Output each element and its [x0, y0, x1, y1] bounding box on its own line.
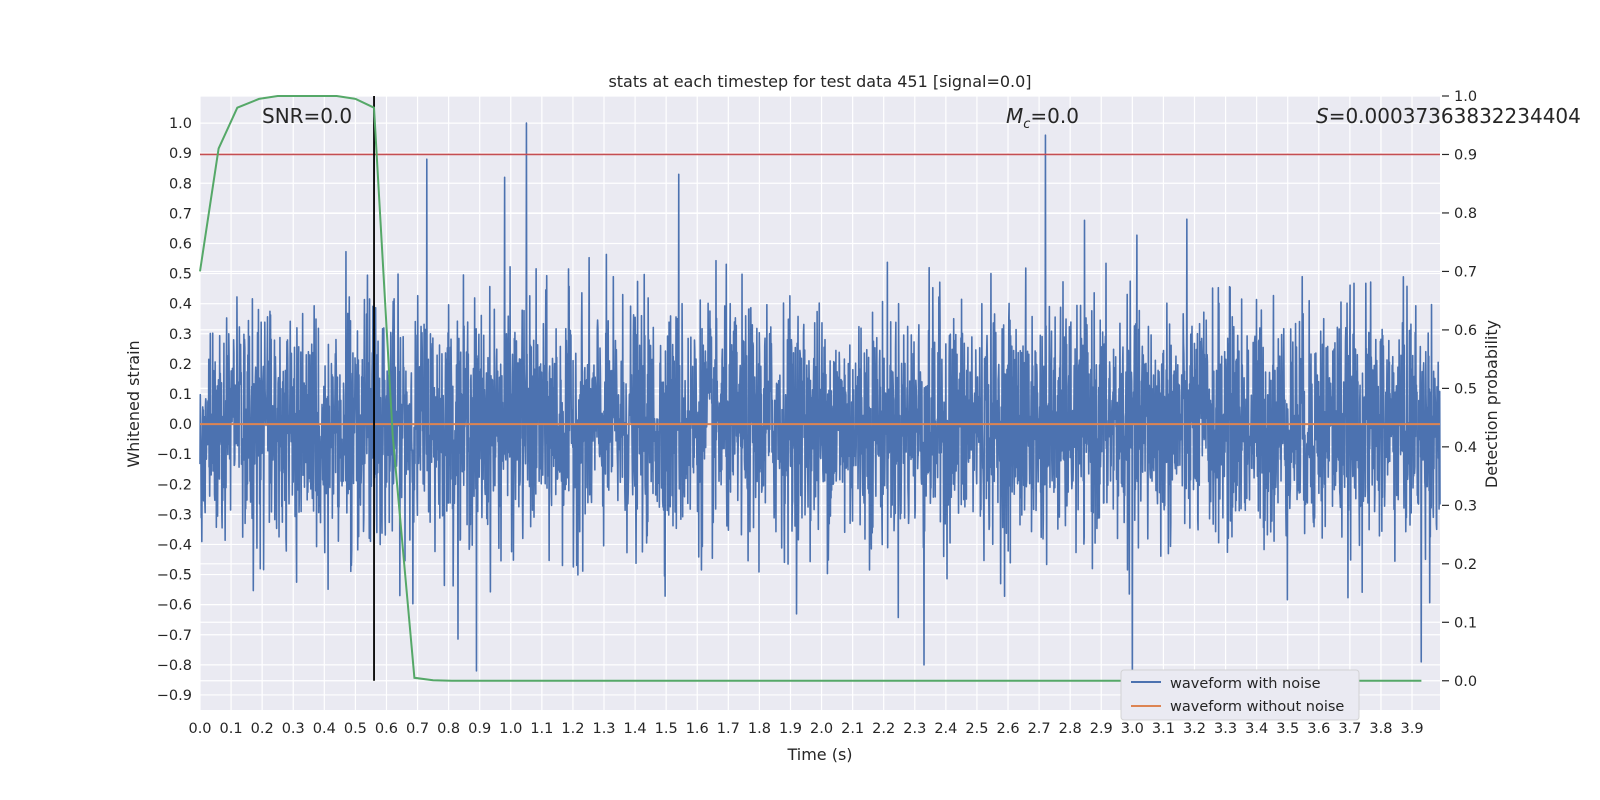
x-tick-label: 3.5	[1276, 721, 1299, 737]
s-value: =0.00037363832234404	[1329, 104, 1581, 128]
chirp-mass-annotation: Mc=0.0	[1006, 104, 1079, 132]
y-tick-label: 0.5	[169, 267, 192, 283]
legend-entry-noise: waveform with noise	[1170, 676, 1321, 692]
y2-axis-ticks: 1.0 0.9 0.8 0.7 0.6 0.5 0.4 0.3 0.2 0.1 0.0	[1442, 89, 1477, 690]
y-tick-label: 0.4	[169, 297, 192, 313]
x-tick-label: 2.0	[810, 721, 833, 737]
x-tick-label: 0.1	[220, 721, 243, 737]
x-tick-label: 2.4	[934, 721, 957, 737]
x-tick-label: 1.5	[655, 721, 678, 737]
x-tick-label: 1.1	[530, 721, 553, 737]
y2-tick-label: 1.0	[1454, 89, 1477, 105]
series-waveform-with-noise	[199, 122, 1441, 696]
x-tick-label: 0.4	[313, 721, 336, 737]
x-tick-label: 1.2	[561, 721, 584, 737]
x-tick-label: 3.9	[1400, 721, 1423, 737]
s-symbol: S	[1316, 104, 1329, 128]
s-annotation: S=0.00037363832234404	[1316, 104, 1581, 128]
y-tick-label: −0.4	[157, 537, 192, 553]
y2-tick-label: 0.7	[1454, 264, 1477, 280]
x-tick-label: 0.7	[406, 721, 429, 737]
x-tick-label: 0.3	[282, 721, 305, 737]
x-tick-label: 3.1	[1152, 721, 1175, 737]
x-tick-label: 3.7	[1338, 721, 1361, 737]
x-tick-label: 2.5	[965, 721, 988, 737]
y-axis-label: Whitened strain	[124, 340, 143, 467]
x-tick-label: 0.8	[437, 721, 460, 737]
x-tick-label: 1.0	[499, 721, 522, 737]
x-tick-label: 0.6	[375, 721, 398, 737]
x-tick-label: 3.6	[1307, 721, 1330, 737]
x-tick-label: 2.9	[1090, 721, 1113, 737]
series-detection-probability	[199, 95, 1422, 682]
x-tick-label: 2.7	[1028, 721, 1051, 737]
x-axis-label: Time (s)	[786, 745, 852, 764]
x-tick-label: 3.0	[1121, 721, 1144, 737]
y2-tick-label: 0.3	[1454, 498, 1477, 514]
chirp-mass-symbol: M	[1006, 104, 1023, 128]
y-tick-label: 0.0	[169, 417, 192, 433]
x-tick-label: 1.3	[592, 721, 615, 737]
x-tick-label: 1.4	[624, 721, 647, 737]
x-tick-label: 0.9	[468, 721, 491, 737]
legend-entry-clean: waveform without noise	[1170, 699, 1344, 715]
x-tick-label: 1.7	[717, 721, 740, 737]
y-tick-label: −0.1	[157, 447, 192, 463]
y2-axis-label: Detection probability	[1482, 320, 1501, 488]
legend: waveform with noise waveform without noi…	[1120, 669, 1360, 721]
x-tick-label: 3.8	[1369, 721, 1392, 737]
x-tick-label: 3.3	[1214, 721, 1237, 737]
y2-tick-label: 0.1	[1454, 615, 1477, 631]
y2-tick-label: 0.6	[1454, 323, 1477, 339]
y2-tick-label: 0.8	[1454, 206, 1477, 222]
y-tick-label: −0.7	[157, 628, 192, 644]
noise-waveform-path	[199, 122, 1441, 696]
y-tick-label: 0.1	[169, 387, 192, 403]
y-tick-label: 0.9	[169, 146, 192, 162]
y-tick-label: −0.8	[157, 658, 192, 674]
y-tick-label: 0.6	[169, 236, 192, 252]
y-tick-label: −0.5	[157, 568, 192, 584]
x-tick-label: 2.1	[841, 721, 864, 737]
x-tick-label: 3.4	[1245, 721, 1268, 737]
y-tick-label: −0.6	[157, 598, 192, 614]
x-tick-label: 0.5	[344, 721, 367, 737]
y-tick-label: 0.3	[169, 327, 192, 343]
x-tick-label: 0.2	[251, 721, 274, 737]
x-tick-label: 2.6	[996, 721, 1019, 737]
x-tick-label: 3.2	[1183, 721, 1206, 737]
y-tick-label: 0.8	[169, 176, 192, 192]
y-axis-ticks: 1.0 0.9 0.8 0.7 0.6 0.5 0.4 0.3 0.2 0.1 0.0 −0.1 −0.…	[157, 116, 192, 704]
x-tick-label: 2.2	[872, 721, 895, 737]
chart-title: stats at each timestep for test data 451…	[608, 72, 1031, 91]
x-axis-ticks: 0.0 0.1 0.2 0.3 0.4 0.5 0.6 0.7 0.8 0.9 1.0 1.1 1.2 1…	[188, 721, 1423, 737]
y2-tick-label: 0.2	[1454, 557, 1477, 573]
snr-annotation: SNR=0.0	[262, 104, 352, 128]
y-tick-label: 0.7	[169, 206, 192, 222]
x-tick-label: 1.6	[686, 721, 709, 737]
x-tick-label: 0.0	[188, 721, 211, 737]
y-tick-label: 0.2	[169, 357, 192, 373]
y2-tick-label: 0.5	[1454, 381, 1477, 397]
x-tick-label: 1.9	[779, 721, 802, 737]
legend-box	[1120, 669, 1360, 721]
y-tick-label: −0.2	[157, 477, 192, 493]
chirp-mass-value: =0.0	[1030, 104, 1079, 128]
x-tick-label: 2.3	[903, 721, 926, 737]
y-tick-label: −0.3	[157, 507, 192, 523]
y2-tick-label: 0.9	[1454, 147, 1477, 163]
y-tick-label: −0.9	[157, 688, 192, 704]
chirp-mass-subscript: c	[1023, 117, 1030, 132]
y2-tick-label: 0.4	[1454, 440, 1477, 456]
x-tick-label: 2.8	[1059, 721, 1082, 737]
x-tick-label: 1.8	[748, 721, 771, 737]
y-tick-label: 1.0	[169, 116, 192, 132]
y2-tick-label: 0.0	[1454, 674, 1477, 690]
